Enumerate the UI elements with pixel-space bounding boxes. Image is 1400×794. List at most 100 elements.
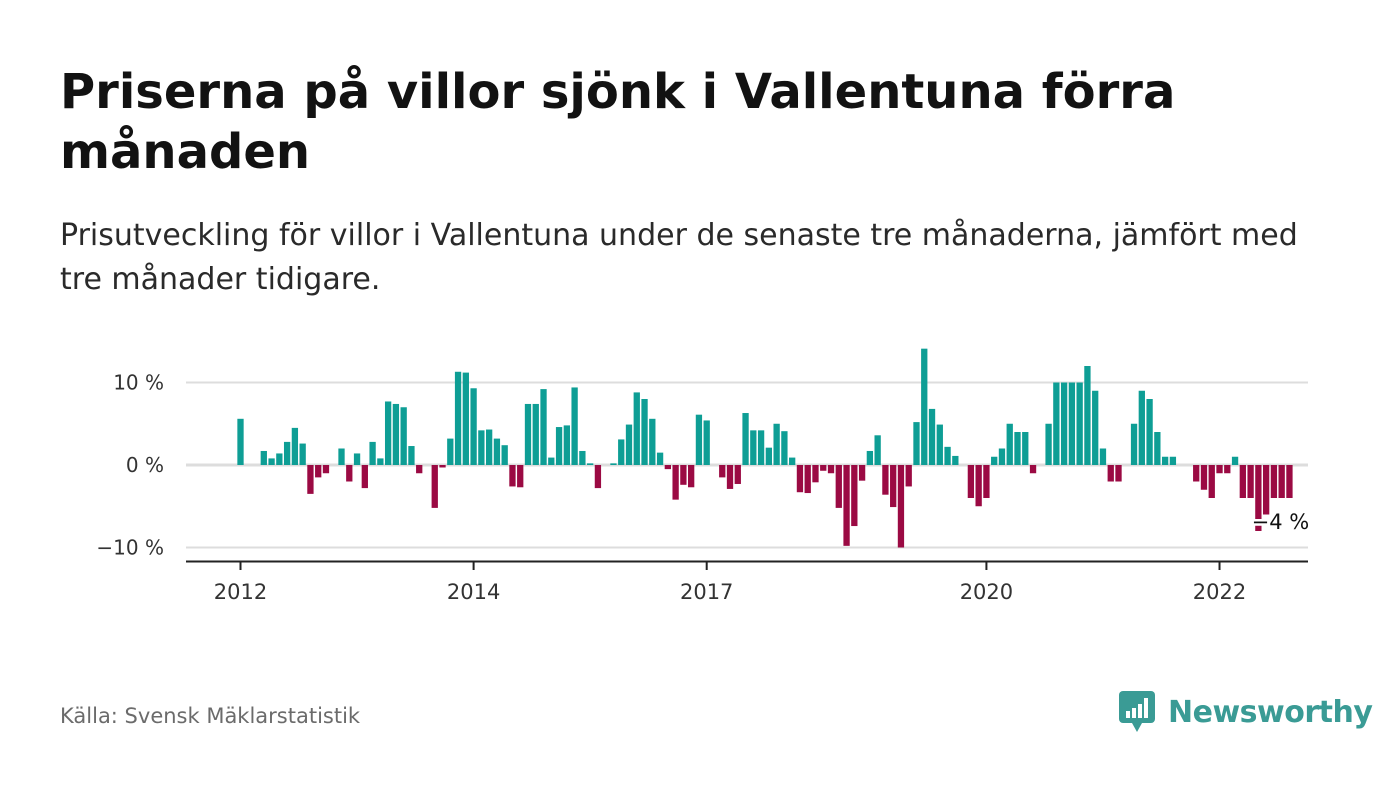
bar	[447, 438, 454, 465]
bar	[369, 441, 376, 465]
annotations: −4 %	[1249, 508, 1312, 537]
bar	[470, 388, 477, 465]
bar	[1107, 465, 1114, 482]
bar	[897, 465, 905, 548]
bar	[1053, 382, 1060, 465]
bar	[1115, 465, 1122, 482]
bar	[548, 457, 555, 465]
bar	[579, 450, 586, 465]
bar	[571, 387, 578, 465]
bar	[1022, 432, 1029, 465]
bar	[633, 392, 640, 465]
bar	[1169, 456, 1177, 465]
bar	[851, 465, 858, 527]
bar	[1216, 465, 1223, 474]
bar	[485, 429, 493, 466]
y-axis: 10 % 0 % −10 %	[96, 371, 164, 560]
chart-title: Priserna på villor sjönk i Vallentuna fö…	[60, 64, 1176, 180]
bar	[276, 453, 283, 465]
bar	[377, 458, 384, 465]
bar	[1060, 382, 1068, 465]
bar	[353, 453, 361, 465]
bar	[493, 438, 501, 465]
bar	[827, 465, 835, 474]
bar	[555, 427, 563, 465]
bar	[532, 403, 539, 465]
bar	[384, 401, 392, 465]
bar	[726, 465, 734, 489]
bars	[237, 348, 1293, 548]
bar	[524, 403, 532, 465]
bar	[688, 465, 695, 488]
bar	[734, 465, 741, 484]
bar	[952, 455, 959, 465]
bar	[695, 414, 703, 465]
bar	[431, 465, 438, 508]
bar	[1224, 465, 1231, 474]
annotation-label: −4 %	[1252, 510, 1310, 534]
bar	[322, 465, 330, 474]
bar	[1231, 456, 1239, 465]
bar	[991, 456, 998, 465]
bar	[641, 399, 648, 465]
bar	[283, 441, 291, 465]
bar	[874, 435, 881, 465]
bar	[260, 450, 267, 465]
bar	[454, 371, 462, 465]
bar	[781, 431, 788, 465]
bar	[1208, 465, 1215, 498]
bar	[820, 465, 827, 471]
bar	[392, 403, 400, 465]
bar	[789, 457, 796, 465]
bar	[1286, 465, 1293, 498]
bar	[649, 418, 656, 465]
bar	[268, 458, 275, 465]
bar	[796, 465, 804, 493]
bar	[983, 465, 990, 498]
bar	[998, 448, 1006, 465]
bar	[1084, 366, 1091, 465]
bar	[1262, 465, 1270, 515]
bar	[804, 465, 811, 494]
bar	[1239, 465, 1246, 498]
bar	[664, 465, 671, 470]
bar	[408, 446, 415, 465]
bar	[757, 430, 765, 465]
bar	[858, 465, 866, 481]
bar	[1255, 465, 1262, 531]
bar	[625, 424, 633, 465]
newsworthy-logo-icon	[1119, 691, 1155, 732]
x-tick-label: 2020	[960, 580, 1013, 604]
bar	[890, 465, 897, 508]
bar	[299, 443, 306, 465]
bar	[400, 407, 407, 465]
bar	[237, 418, 244, 465]
bar	[501, 445, 508, 465]
bar	[361, 465, 368, 489]
bar	[618, 439, 625, 465]
bar	[1029, 465, 1037, 474]
bar	[944, 446, 951, 465]
bar	[1045, 423, 1052, 465]
bar	[509, 465, 516, 487]
bar	[843, 465, 850, 546]
bar	[1193, 465, 1200, 482]
bar	[812, 465, 819, 483]
bar	[719, 465, 726, 478]
bar	[750, 430, 757, 465]
bar	[1154, 432, 1161, 465]
bar	[307, 465, 314, 494]
bar	[346, 465, 353, 482]
y-tick-label: 0 %	[126, 453, 164, 477]
bar	[291, 427, 299, 466]
bar	[975, 465, 982, 507]
x-axis: 2012 2014 2017 2020 2022	[186, 560, 1308, 604]
bar	[672, 465, 679, 500]
bar	[921, 348, 928, 465]
bar	[610, 463, 617, 465]
bar	[563, 425, 570, 465]
bar	[439, 465, 446, 468]
bar	[1076, 382, 1083, 465]
bar	[517, 465, 524, 488]
bar	[1278, 465, 1285, 498]
